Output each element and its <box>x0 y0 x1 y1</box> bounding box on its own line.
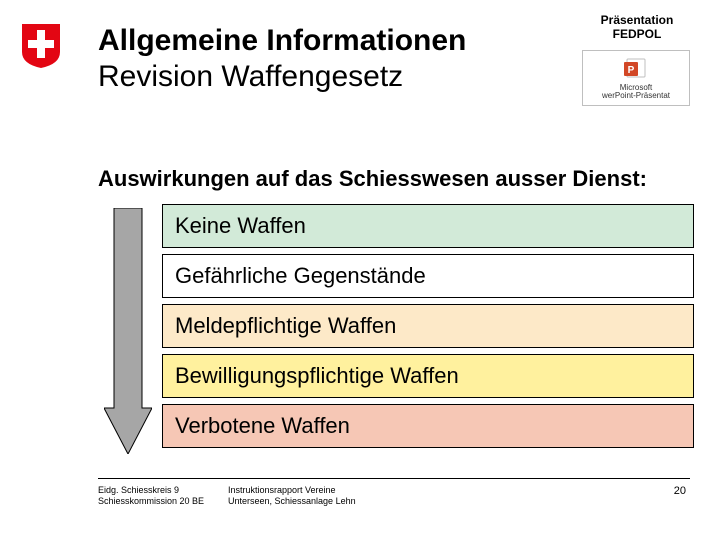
category-item: Meldepflichtige Waffen <box>162 304 694 348</box>
swiss-shield-icon <box>20 22 62 75</box>
down-arrow-icon <box>104 208 152 454</box>
footer-col2-l1: Instruktionsrapport Vereine <box>228 485 336 495</box>
presentation-caption-l2: werPoint-Präsentat <box>602 91 670 100</box>
subheading: Auswirkungen auf das Schiesswesen ausser… <box>98 166 647 192</box>
footer-col1-l1: Eidg. Schiesskreis 9 <box>98 485 179 495</box>
title-line1: Allgemeine Informationen <box>98 24 466 58</box>
title-line2: Revision Waffengesetz <box>98 60 466 94</box>
slide: Allgemeine Informationen Revision Waffen… <box>0 0 720 540</box>
footer-col1-l2: Schiesskommission 20 BE <box>98 496 204 506</box>
footer-col1: Eidg. Schiesskreis 9 Schiesskommission 2… <box>98 485 228 507</box>
category-item: Gefährliche Gegenstände <box>162 254 694 298</box>
presentation-caption: Microsoft werPoint-Präsentat <box>602 84 670 100</box>
presentation-label-l1: Präsentation <box>601 13 674 27</box>
powerpoint-icon: P <box>623 56 649 82</box>
svg-text:P: P <box>628 65 635 76</box>
presentation-box: Präsentation FEDPOL P Microsoft werPoint… <box>582 14 692 106</box>
footer: Eidg. Schiesskreis 9 Schiesskommission 2… <box>98 478 690 507</box>
presentation-label: Präsentation FEDPOL <box>582 14 692 42</box>
category-item: Keine Waffen <box>162 204 694 248</box>
category-item: Verbotene Waffen <box>162 404 694 448</box>
presentation-label-l2: FEDPOL <box>613 27 662 41</box>
footer-col2-l2: Unterseen, Schiessanlage Lehn <box>228 496 356 506</box>
page-number: 20 <box>674 485 686 497</box>
category-list: Keine Waffen Gefährliche Gegenstände Mel… <box>162 204 694 454</box>
title-block: Allgemeine Informationen Revision Waffen… <box>98 24 466 94</box>
footer-col2: Instruktionsrapport Vereine Unterseen, S… <box>228 485 488 507</box>
category-item: Bewilligungspflichtige Waffen <box>162 354 694 398</box>
presentation-icon-wrap: P Microsoft werPoint-Präsentat <box>582 50 690 106</box>
